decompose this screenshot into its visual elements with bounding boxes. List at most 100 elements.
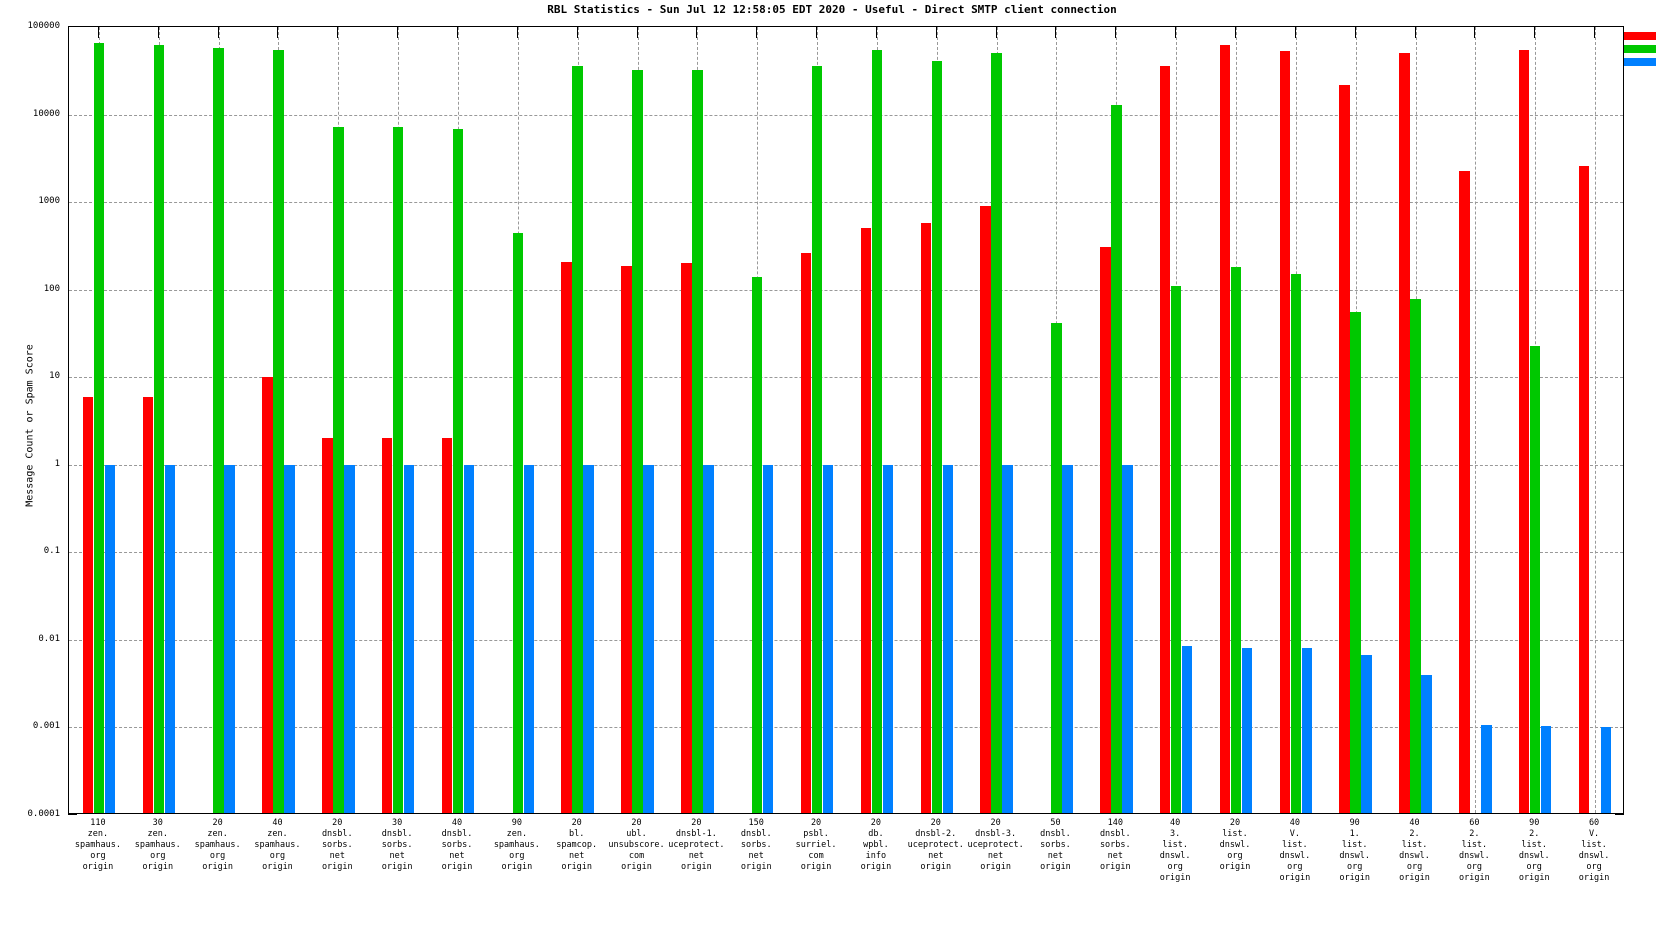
bar-not-spam — [142, 396, 154, 813]
bar-spam — [1111, 104, 1122, 813]
x-axis-tick-label-line: sorbs. — [381, 840, 413, 850]
x-axis-tick-label-line: info — [865, 851, 887, 861]
plot-frame — [68, 26, 1624, 814]
x-axis-tick-label-line: origin — [1518, 873, 1550, 883]
x-axis-tick-label-line: 30 — [152, 818, 163, 828]
x-axis-tick-label-line: sorbs. — [1040, 840, 1071, 850]
x-axis-tick-label-line: uceprotect. — [668, 840, 725, 850]
x-axis-tick-label-line: dnsbl. — [1040, 829, 1071, 839]
x-axis-tick-label: 50 dnsbl. sorbs. net origin — [1026, 818, 1086, 873]
x-axis-tick-label-line: dnswl. — [1339, 851, 1371, 861]
x-axis-tick-label-line: 60 — [1588, 818, 1600, 828]
x-axis-tick-label-line: origin — [561, 862, 593, 872]
x-axis-tick-label-line: psbl. — [803, 829, 829, 839]
x-axis-tick-label: 60 2. list. dnswl. org origin — [1444, 818, 1504, 884]
x-axis-tick-label-line: 40 — [272, 818, 283, 828]
x-axis-tick-label-line: origin — [262, 862, 293, 872]
x-axis-tick-label-line: 140 — [1107, 818, 1123, 828]
gridline-horizontal — [69, 639, 1623, 641]
x-axis-tick-label-line: dnswl. — [1459, 851, 1490, 861]
x-axis-tick-label-line: dnsbl. — [321, 829, 353, 839]
x-axis-tick-label-line: ubl. — [626, 829, 647, 839]
bar-score — [1540, 725, 1552, 813]
bar-not-spam — [1219, 45, 1231, 813]
y-axis-tick-label: 10000 — [32, 108, 60, 119]
x-axis-tick-mark — [1534, 26, 1536, 38]
bar-not-spam — [1459, 171, 1470, 813]
x-axis-tick-label-line: list. — [1282, 840, 1308, 850]
x-axis-tick-label-line: 20 — [332, 818, 343, 828]
x-axis-tick-label-line: org — [269, 851, 286, 861]
bar-spam — [273, 50, 284, 813]
x-axis-tick-label-line: origin — [1099, 862, 1131, 872]
x-axis-tick-label-line: zen. — [207, 829, 228, 839]
x-axis-tick-label-line: origin — [381, 862, 413, 872]
x-axis-tick-label-line: V. — [1588, 829, 1600, 839]
bar-spam — [1350, 312, 1361, 813]
x-axis-tick-label-line: spamhaus. — [194, 840, 241, 850]
x-axis-tick-label-line: dnsbl-1. — [675, 829, 717, 839]
x-axis-tick-label-line: net — [688, 851, 705, 861]
x-axis-tick-label-line: 20 — [930, 818, 941, 828]
x-axis-tick-label-line: 1. — [1349, 829, 1360, 839]
x-axis-tick-label: 20 list. dnswl. org origin — [1205, 818, 1265, 873]
x-axis-tick-label-line: 90 — [1349, 818, 1360, 828]
x-axis-tick-label-line: dnsbl. — [381, 829, 413, 839]
bar-spam — [452, 128, 464, 813]
x-axis-tick-label-line: org — [1466, 862, 1483, 872]
x-axis-tick-mark — [756, 26, 758, 38]
x-axis-tick-label: 140 dnsbl. sorbs. net origin — [1085, 818, 1145, 873]
x-axis-tick-label-line: spamhaus. — [134, 840, 181, 850]
y-axis-tick-label: 100000 — [27, 21, 60, 31]
x-axis-tick-label-line: net — [1107, 851, 1123, 861]
x-axis-tick-label-line: origin — [1578, 873, 1610, 883]
x-axis-tick-label-line: 90 — [511, 818, 522, 828]
x-axis-tick-label-line: dnswl. — [1518, 851, 1550, 861]
x-axis-tick-label-line: V. — [1289, 829, 1300, 839]
bar-spam — [1290, 274, 1302, 813]
x-axis-tick-label-line: list. — [1401, 840, 1428, 850]
bar-spam — [93, 42, 105, 813]
x-axis-tick-label-line: origin — [1040, 862, 1071, 872]
bar-score — [403, 464, 415, 813]
x-axis-tick-label-line: 40 — [1289, 818, 1300, 828]
x-axis-tick-label-line: 90 — [1529, 818, 1540, 828]
bar-score — [1600, 727, 1612, 813]
x-axis-tick-label-line: zen. — [267, 829, 288, 839]
x-axis-tick-label: 20 dnsbl. sorbs. net origin — [307, 818, 367, 873]
x-axis-tick-label: 20 bl. spamcop. net origin — [547, 818, 607, 873]
x-axis-tick-label-line: uceprotect. — [967, 840, 1024, 850]
x-axis-tick-label-line: wpbl. — [863, 840, 889, 850]
x-axis-tick-label-line: org — [509, 851, 525, 861]
y-axis-tick-label: 100 — [43, 283, 60, 294]
x-axis-tick-label-line: origin — [441, 862, 473, 872]
x-axis-tick-label-line: dnsbl-3. — [975, 829, 1017, 839]
x-axis-tick-label: 20 dnsbl-1. uceprotect. net origin — [666, 818, 726, 873]
x-axis-tick-label: 20 dnsbl-3. uceprotect. net origin — [966, 818, 1026, 873]
chart-title: RBL Statistics - Sun Jul 12 12:58:05 EDT… — [547, 3, 1117, 16]
x-axis-tick-label: 60 V. list. dnswl. org origin — [1564, 818, 1624, 884]
x-axis-tick-label-line: net — [449, 851, 465, 861]
bar-not-spam — [980, 206, 991, 813]
x-axis-tick-mark — [576, 26, 578, 38]
bar-score — [1241, 648, 1253, 813]
x-axis-tick-label-line: org — [1347, 862, 1363, 872]
bar-not-spam — [1100, 246, 1111, 813]
x-axis-tick-label-line: spamhaus. — [74, 840, 121, 850]
gridline-horizontal — [69, 202, 1623, 204]
bar-score — [224, 464, 235, 813]
bar-spam — [153, 45, 165, 813]
x-axis-tick-mark — [1294, 26, 1296, 38]
x-axis-tick-mark — [157, 26, 159, 38]
x-axis-tick-label-line: net — [928, 851, 944, 861]
y-axis-tick-mark — [68, 814, 77, 815]
x-axis-tick-label-line: sorbs. — [441, 840, 473, 850]
x-axis-tick-label-line: net — [569, 851, 585, 861]
x-axis-tick-label-line: list. — [1222, 829, 1248, 839]
x-axis-tick-label-line: origin — [1459, 873, 1490, 883]
x-axis-tick-mark — [516, 26, 518, 38]
x-axis-tick-label-line: origin — [1159, 873, 1191, 883]
bar-score — [583, 464, 594, 813]
x-axis-tick-label: 150 dnsbl. sorbs. net origin — [726, 818, 786, 873]
x-axis-tick-label: 20 ubl. unsubscore. com origin — [607, 818, 667, 873]
